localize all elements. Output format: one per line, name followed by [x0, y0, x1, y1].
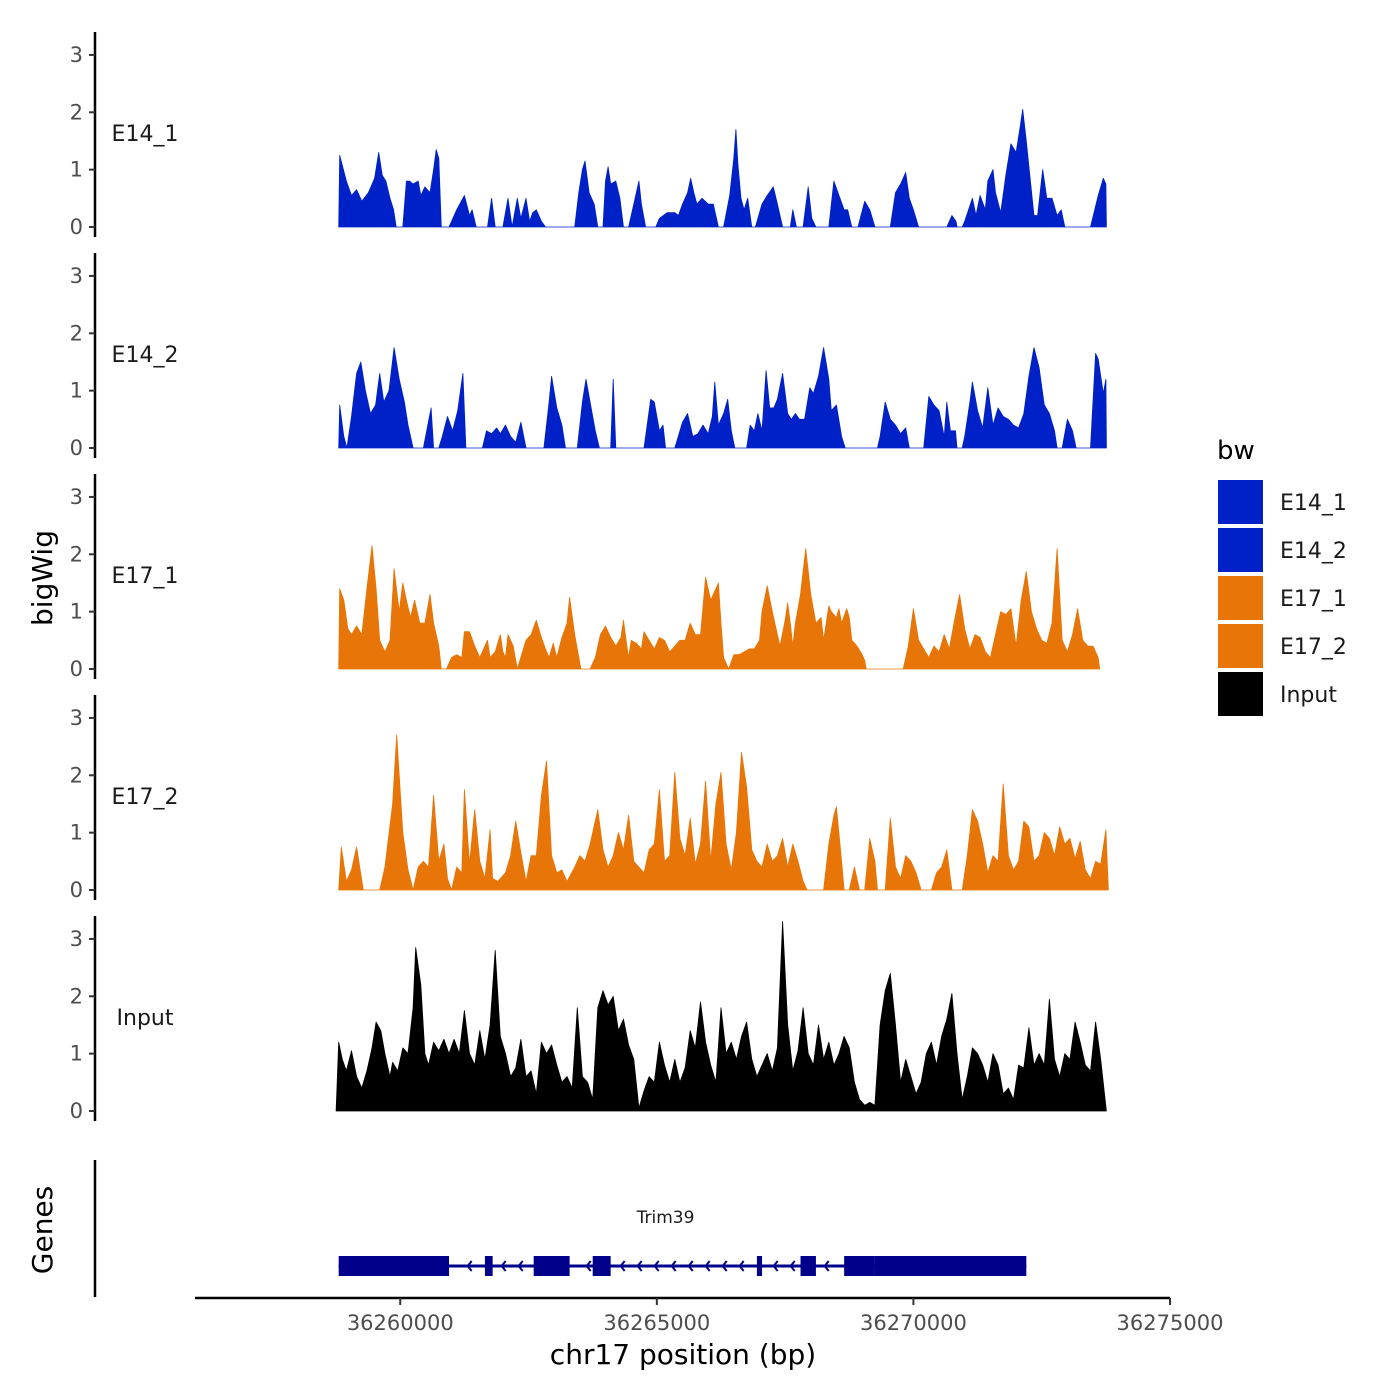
gene-exon [756, 1256, 763, 1276]
x-axis: 36260000 36265000 36270000 36275000 [195, 1296, 1224, 1335]
y-tick-label: 2 [70, 763, 83, 787]
y-tick-label: 3 [70, 485, 83, 509]
y-tick-label: 1 [70, 379, 83, 403]
strand-arrow [670, 1260, 677, 1272]
y-tick-label: 1 [70, 158, 83, 182]
x-tick-label: 36270000 [860, 1311, 967, 1335]
y-tick-label: 0 [70, 436, 83, 460]
y-tick-label: 0 [70, 215, 83, 239]
y-tick-label: 3 [70, 264, 83, 288]
legend-item: E14_1 [1218, 480, 1347, 524]
signal-area-E14_2 [338, 347, 1107, 449]
x-tick-label: 36265000 [603, 1311, 710, 1335]
legend-item: E14_2 [1218, 528, 1347, 572]
strand-arrow [823, 1260, 830, 1272]
y-tick-label: 2 [70, 542, 83, 566]
y-tick-label: 3 [70, 706, 83, 730]
legend-label: E14_1 [1280, 491, 1347, 516]
gene-exon [338, 1256, 450, 1276]
y-tick-label: 2 [70, 100, 83, 124]
signal-area-Input [335, 921, 1107, 1112]
legend-swatch [1218, 672, 1263, 716]
strand-arrow [738, 1260, 745, 1272]
x-tick-label: 36260000 [347, 1311, 454, 1335]
track-label: E14_1 [112, 122, 179, 147]
gene-exon [874, 1256, 1027, 1276]
strand-arrow [772, 1260, 779, 1272]
legend: bw E14_1 E14_2 E17_1 E17_2 Input [1217, 436, 1347, 716]
legend-item: Input [1218, 672, 1337, 716]
legend-label: Input [1280, 683, 1337, 708]
gene-panel: Trim39 [93, 1160, 1027, 1297]
strand-arrow [636, 1260, 643, 1272]
y-tick-label: 0 [70, 878, 83, 902]
strand-arrow [517, 1260, 524, 1272]
legend-title: bw [1217, 436, 1255, 466]
track-E17_2: 0 1 2 3 E17_2 [70, 695, 1109, 902]
strand-arrow [466, 1260, 473, 1272]
legend-label: E14_2 [1280, 539, 1347, 564]
signal-tracks: 0 1 2 3 E14_1 0 1 2 3 E14_2 0 1 2 3 E17_1 0 1 2 3 E17_2 0 1 2 3… [70, 32, 1109, 1123]
gene-label: Trim39 [636, 1208, 695, 1228]
legend-item: E17_2 [1218, 624, 1347, 668]
track-label: E17_1 [112, 564, 179, 589]
y-tick-label: 1 [70, 1042, 83, 1066]
legend-swatch [1218, 528, 1263, 572]
x-axis-title: chr17 position (bp) [550, 1338, 816, 1371]
strand-arrow [704, 1260, 711, 1272]
y-tick-label: 0 [70, 1099, 83, 1123]
strand-arrow [687, 1260, 694, 1272]
y-tick-label: 0 [70, 657, 83, 681]
track-label: Input [117, 1006, 174, 1031]
legend-label: E17_1 [1280, 587, 1347, 612]
legend-label: E17_2 [1280, 635, 1347, 660]
legend-item: E17_1 [1218, 576, 1347, 620]
gene-exon [844, 1256, 875, 1276]
strand-arrow [585, 1260, 592, 1272]
track-Input: 0 1 2 3 Input [70, 916, 1107, 1123]
gene-Trim39: Trim39 [338, 1208, 1027, 1276]
legend-swatch [1218, 576, 1263, 620]
y-tick-label: 2 [70, 321, 83, 345]
y-tick-label: 3 [70, 927, 83, 951]
strand-arrow [721, 1260, 728, 1272]
x-tick-label: 36275000 [1117, 1311, 1224, 1335]
legend-swatch [1218, 480, 1263, 524]
track-E17_1: 0 1 2 3 E17_1 [70, 474, 1101, 681]
gene-exon [592, 1256, 611, 1276]
legend-swatch [1218, 624, 1263, 668]
strand-arrow [653, 1260, 660, 1272]
track-label: E14_2 [112, 343, 179, 368]
y-tick-label: 3 [70, 43, 83, 67]
gene-exon [533, 1256, 570, 1276]
track-E14_1: 0 1 2 3 E14_1 [70, 32, 1107, 239]
y-tick-label: 2 [70, 984, 83, 1008]
track-label: E17_2 [112, 785, 179, 810]
strand-arrow [619, 1260, 626, 1272]
y-axis-title: bigWig [26, 530, 59, 626]
signal-area-E14_1 [338, 109, 1107, 228]
gene-exon [484, 1256, 493, 1276]
y-tick-label: 1 [70, 600, 83, 624]
genes-axis-title: Genes [26, 1186, 59, 1274]
signal-area-E17_1 [338, 545, 1101, 670]
track-E14_2: 0 1 2 3 E14_2 [70, 253, 1107, 460]
strand-arrow [789, 1260, 796, 1272]
y-tick-label: 1 [70, 821, 83, 845]
strand-arrow [500, 1260, 507, 1272]
gene-exon [800, 1256, 816, 1276]
signal-area-E17_2 [338, 734, 1109, 891]
